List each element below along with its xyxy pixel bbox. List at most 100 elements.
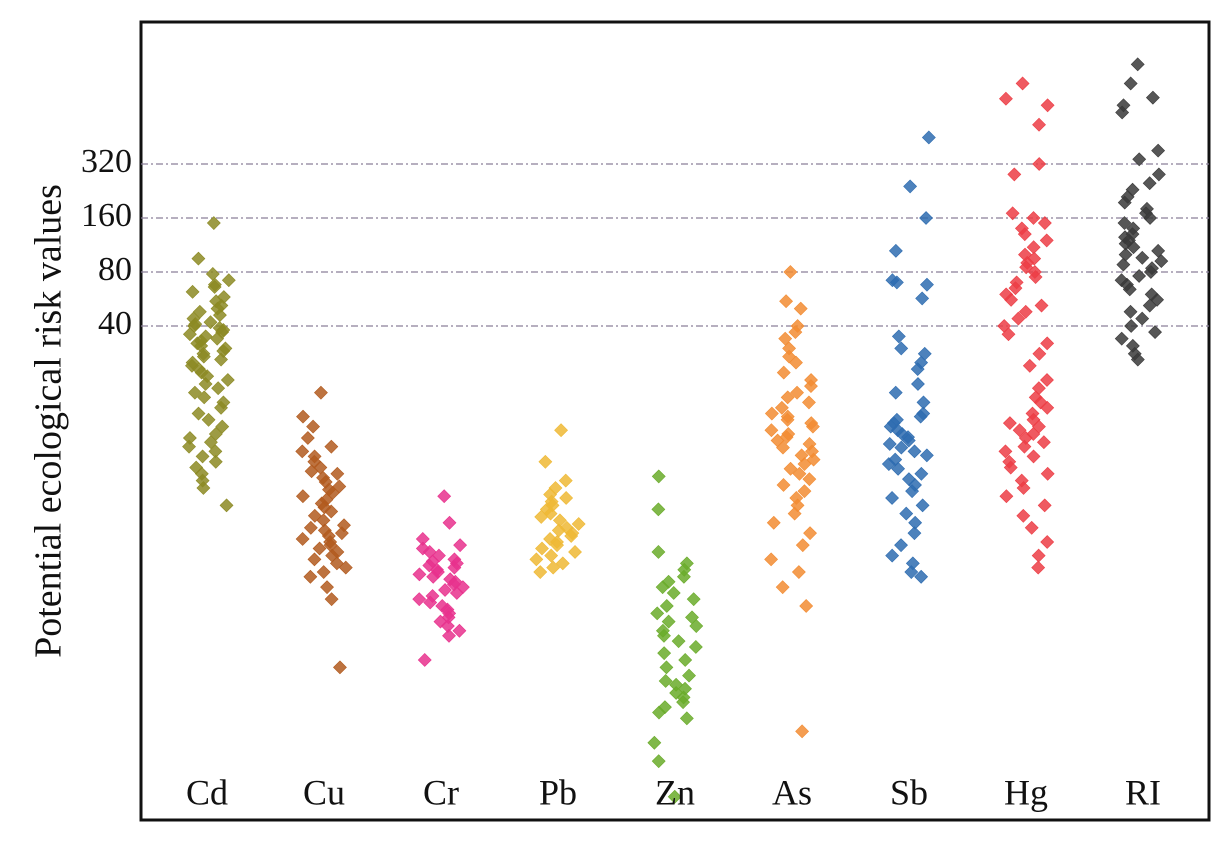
data-point-as: [776, 478, 791, 492]
data-point-cd: [205, 267, 220, 281]
data-point-ri: [1117, 195, 1132, 210]
data-point-zn: [659, 660, 674, 675]
data-point-ri: [1116, 257, 1131, 272]
category-label-sb: Sb: [890, 772, 928, 812]
data-point-ri: [1115, 105, 1130, 120]
data-point-cu: [333, 660, 347, 675]
data-point-as: [797, 484, 812, 499]
data-point-ri: [1151, 143, 1166, 158]
data-point-as: [802, 472, 817, 487]
data-point-zn: [659, 599, 674, 613]
data-point-sb: [881, 457, 896, 471]
data-points: [182, 57, 1169, 804]
y-axis-title: Potential ecological risk values: [28, 184, 70, 658]
data-point-as: [774, 400, 789, 415]
data-point-cr: [453, 538, 468, 553]
data-point-cd: [208, 454, 223, 469]
category-label-cu: Cu: [303, 772, 345, 812]
data-point-ri: [1142, 298, 1157, 313]
data-point-hg: [1002, 416, 1017, 431]
data-point-sb: [891, 329, 906, 344]
data-point-sb: [907, 526, 922, 541]
data-point-hg: [1034, 298, 1049, 313]
data-point-pb: [558, 473, 573, 488]
data-point-zn: [688, 640, 703, 654]
data-point-pb: [568, 545, 582, 559]
data-point-cr: [412, 592, 427, 607]
data-point-zn: [650, 606, 665, 621]
data-point-zn: [651, 502, 666, 517]
data-point-as: [764, 552, 779, 567]
data-point-hg: [1031, 560, 1046, 575]
data-point-cd: [197, 390, 212, 405]
data-point-ri: [1143, 265, 1158, 279]
data-point-cd: [206, 216, 221, 230]
data-point-cu: [295, 444, 310, 459]
data-point-hg: [1039, 233, 1054, 248]
data-point-pb: [554, 423, 568, 438]
data-point-as: [803, 526, 817, 541]
data-point-sb: [915, 498, 930, 513]
data-point-cd: [210, 331, 225, 346]
data-point-hg: [1024, 520, 1039, 535]
data-point-sb: [888, 385, 903, 400]
data-point-cu: [304, 464, 319, 479]
category-label-cd: Cd: [186, 772, 228, 812]
data-point-cu: [303, 520, 318, 535]
data-point-as: [797, 457, 812, 471]
data-point-cu: [316, 565, 331, 579]
data-point-hg: [1018, 304, 1033, 319]
data-point-sb: [919, 211, 933, 225]
data-point-as: [776, 365, 791, 380]
data-point-cd: [195, 449, 210, 464]
data-point-hg: [1005, 206, 1020, 221]
data-point-zn: [651, 754, 666, 769]
data-point-hg: [999, 489, 1014, 504]
data-point-cd: [220, 373, 235, 387]
data-point-as: [778, 331, 793, 346]
data-point-cd: [191, 406, 206, 421]
data-point-cd: [221, 273, 236, 288]
data-point-hg: [1040, 336, 1055, 351]
category-label-ri: RI: [1125, 772, 1161, 812]
data-point-ri: [1122, 282, 1137, 297]
data-point-ri: [1135, 250, 1150, 265]
data-point-cr: [452, 623, 467, 638]
data-point-ri: [1143, 211, 1157, 225]
data-point-as: [806, 452, 821, 467]
data-point-ri: [1132, 152, 1147, 167]
data-point-zn: [689, 619, 704, 633]
data-point-hg: [1032, 117, 1046, 132]
data-point-hg: [1012, 423, 1027, 438]
data-point-sb: [911, 377, 925, 391]
data-point-as: [790, 385, 804, 400]
data-point-cd: [204, 435, 218, 450]
data-point-cu: [324, 439, 339, 454]
data-point-cd: [182, 327, 197, 342]
data-point-hg: [1037, 498, 1052, 513]
data-point-cr: [442, 628, 456, 643]
data-point-sb: [894, 341, 909, 356]
data-point-hg: [1032, 157, 1047, 171]
category-label-as: As: [772, 772, 812, 812]
data-point-as: [766, 515, 781, 530]
data-point-ri: [1154, 254, 1169, 269]
data-point-hg: [1036, 435, 1051, 450]
data-point-zn: [655, 580, 670, 595]
data-point-cr: [417, 653, 432, 667]
data-point-cd: [214, 352, 228, 367]
data-point-cu: [330, 466, 345, 481]
data-point-hg: [1015, 76, 1030, 91]
data-point-as: [764, 423, 779, 438]
data-point-zn: [651, 469, 666, 484]
data-point-hg: [1040, 466, 1055, 481]
data-point-pb: [529, 552, 544, 567]
data-point-as: [795, 538, 810, 553]
data-point-hg: [1004, 292, 1019, 307]
data-point-as: [787, 506, 802, 521]
data-point-cu: [306, 419, 321, 434]
data-point-ri: [1126, 240, 1141, 255]
data-point-ri: [1123, 76, 1138, 91]
data-point-cu: [307, 552, 322, 567]
data-point-cd: [196, 349, 211, 364]
